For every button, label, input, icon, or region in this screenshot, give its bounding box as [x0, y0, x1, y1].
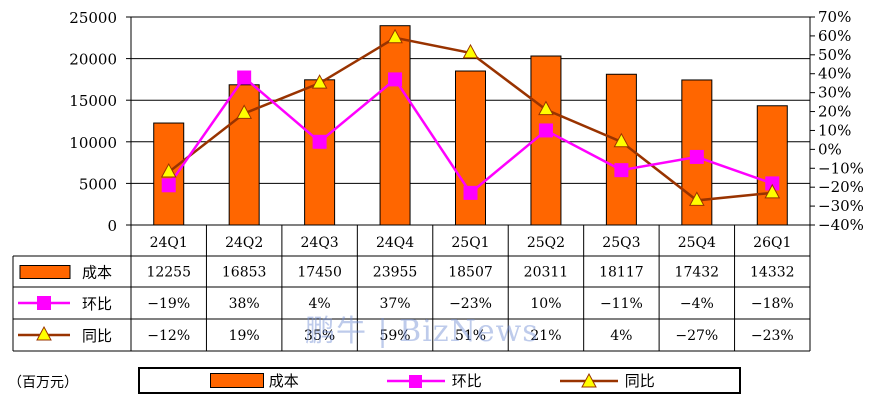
y-right-tick-label: 60% [818, 27, 851, 45]
unit-label: （百万元） [8, 375, 78, 391]
legend-label-qoq: 环比 [451, 372, 482, 390]
yoy-point [236, 104, 253, 119]
table-cell: 17432 [675, 265, 720, 281]
table-row-label: 成本 [82, 264, 112, 282]
y-right-tick-label: 20% [818, 103, 851, 121]
x-tick-label: 25Q2 [527, 235, 565, 251]
x-tick-label: 26Q1 [753, 235, 791, 251]
x-tick-label: 25Q3 [602, 235, 640, 251]
y-left-tick-label: 25000 [69, 9, 117, 27]
bar [756, 105, 788, 226]
table-cell: 35% [304, 328, 335, 344]
x-tick-label: 25Q4 [678, 235, 716, 251]
table-cell: 19% [229, 328, 260, 344]
qoq-point [689, 149, 704, 164]
y-right-tick-label: −10% [818, 159, 864, 177]
yoy-point [613, 132, 630, 148]
y-left-tick-label: 20000 [69, 51, 117, 69]
table-key-cost [19, 265, 71, 279]
y-right-tick-label: −20% [818, 178, 864, 196]
y-left-tick-label: 15000 [69, 92, 117, 110]
table-cell: 38% [229, 296, 260, 312]
y-right-tick-label: 30% [818, 84, 851, 102]
x-tick-label: 24Q3 [301, 235, 339, 251]
legend-swatch-qoq [387, 375, 445, 388]
table-cell: −27% [675, 328, 718, 344]
qoq-point [161, 178, 176, 193]
y-left-tick-label: 5000 [79, 175, 117, 193]
qoq-point [765, 176, 780, 191]
combo-chart: 0 5000 10000 15000 20000 25000 −40%−30%−20%−10… [12, 8, 864, 352]
y-left-tick-label: 10000 [69, 134, 117, 152]
table-cell: −4% [680, 296, 714, 312]
y-right-tick-label: −30% [818, 197, 864, 215]
yoy-point [462, 43, 479, 59]
table-cell: 18507 [448, 265, 493, 281]
table-key-marker [36, 325, 52, 341]
table-cell: 16853 [222, 265, 267, 281]
yoy-point [538, 100, 554, 116]
table-cell: 12255 [146, 265, 191, 281]
x-tick-label: 25Q1 [451, 235, 489, 251]
qoq-point [538, 123, 553, 138]
table-cell: −11% [600, 296, 643, 312]
bar [304, 79, 336, 226]
table-row-label: 同比 [82, 327, 112, 345]
table-cell: 18117 [599, 265, 644, 281]
x-tick-label: 24Q2 [225, 235, 263, 251]
y-right-tick-label: 10% [818, 121, 851, 139]
y-right-tick-label: 70% [818, 8, 851, 26]
bar [455, 70, 486, 226]
qoq-point [237, 70, 252, 85]
table-cell: 59% [379, 328, 410, 344]
table-cell: 10% [530, 296, 561, 312]
x-tick-label: 24Q1 [150, 235, 188, 251]
yoy-point [311, 74, 328, 89]
yoy-point [160, 162, 177, 178]
table-cell: 20311 [524, 265, 569, 281]
yoy-point [387, 28, 403, 44]
legend: 成本 环比 同比 [138, 367, 741, 394]
y-right-tick-label: 0% [818, 140, 842, 158]
bar [530, 55, 562, 226]
legend-swatch-yoy [560, 372, 618, 388]
table-cell: 23955 [373, 265, 418, 281]
table-cell: 21% [530, 328, 561, 344]
table-cell: 4% [309, 296, 331, 312]
y-right-tick-label: 50% [818, 46, 851, 64]
x-tick-label: 24Q4 [376, 235, 414, 251]
y-right-tick-label: 40% [818, 65, 851, 83]
qoq-point [614, 163, 629, 178]
qoq-point [312, 134, 327, 149]
legend-label-yoy: 同比 [624, 372, 655, 390]
table-cell: −23% [449, 296, 492, 312]
bar [379, 25, 411, 226]
y-right-tick-label: −40% [818, 216, 864, 234]
table-key-marker [37, 296, 51, 310]
legend-label-cost: 成本 [268, 372, 299, 390]
y-left-tick-label: 0 [107, 217, 117, 235]
table-cell: 17450 [297, 265, 342, 281]
table-cell: 14332 [750, 265, 795, 281]
table-cell: 4% [610, 328, 632, 344]
table-cell: −23% [751, 328, 794, 344]
yoy-point [688, 191, 705, 206]
table-cell: −18% [751, 296, 794, 312]
legend-swatch-cost [210, 373, 264, 388]
table-cell: −12% [147, 328, 190, 344]
table-cell: −19% [147, 296, 190, 312]
table-cell: 51% [455, 328, 486, 344]
legend-item-yoy: 同比 [558, 371, 655, 391]
legend-item-qoq: 环比 [385, 371, 482, 391]
qoq-point [388, 72, 403, 87]
table-cell: 37% [379, 296, 410, 312]
qoq-point [463, 185, 478, 200]
yoy-point [764, 183, 781, 199]
legend-item-cost: 成本 [210, 371, 299, 391]
table-row-label: 环比 [82, 295, 112, 313]
